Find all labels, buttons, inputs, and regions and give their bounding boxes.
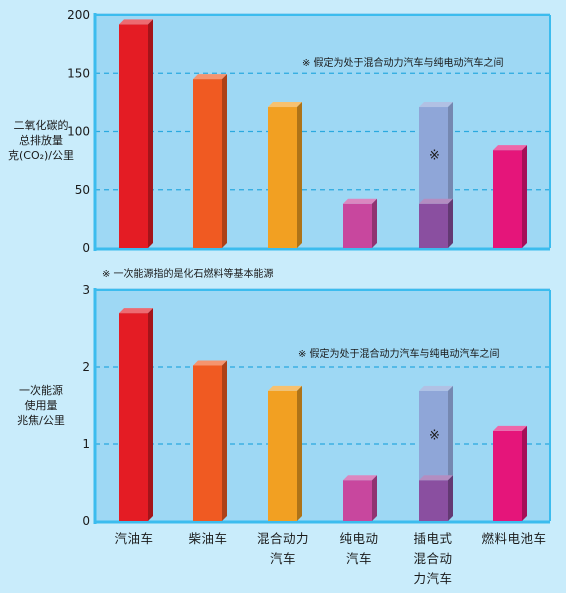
bottom-bar-side (522, 425, 527, 521)
bottom-bar-front (119, 313, 148, 521)
top-bar-electric (343, 198, 377, 248)
top-bar-diesel (193, 74, 227, 248)
bottom-bar-diesel (193, 360, 227, 521)
bottom-y-tick-label: 3 (82, 283, 90, 297)
top-range-band-top (419, 102, 453, 108)
bottom-range-band (419, 390, 448, 481)
top-range-band-side (448, 102, 453, 204)
bottom-bar-hybrid (268, 385, 302, 521)
bottom-bar-side (372, 475, 377, 521)
top-bar-front (193, 79, 222, 248)
top-y-tick-label: 200 (67, 8, 90, 22)
bottom-chart-note: ※ 假定为处于混合动力汽车与纯电动汽车之间 (298, 349, 500, 360)
top-bar-side (448, 198, 453, 248)
top-y-axis-title-line: 克(CO₂)/公里 (7, 149, 75, 162)
top-bar-top (193, 74, 227, 80)
bottom-bar-front (343, 480, 372, 521)
top-bar-front (268, 107, 297, 248)
bottom-bar-side (297, 385, 302, 521)
x-axis-label-gasoline: 汽油车 (114, 531, 154, 546)
top-bar-top (419, 198, 453, 204)
bottom-y-axis-title-line: 兆焦/公里 (17, 414, 65, 427)
top-bar-fuel-cell (493, 145, 527, 248)
bottom-bar-top (268, 385, 302, 391)
top-bar-side (522, 145, 527, 248)
x-axis-label-plugin-hybrid: 插电式 混合动 力汽车 (413, 531, 453, 586)
bottom-bar-top (343, 475, 377, 481)
top-bar-top (493, 145, 527, 151)
bottom-bar-side (222, 360, 227, 521)
top-chart-note: ※ 假定为处于混合动力汽车与纯电动汽车之间 (302, 58, 504, 69)
top-range-band (419, 107, 448, 204)
bottom-bar-fuel-cell (493, 425, 527, 521)
bottom-y-axis-title-line: 一次能源 (19, 384, 63, 397)
x-axis-label-diesel: 柴油车 (188, 531, 228, 546)
top-plot-area (95, 13, 550, 248)
top-y-tick-label: 150 (67, 66, 90, 80)
bottom-bar-top (493, 425, 527, 431)
top-bar-front (343, 203, 372, 248)
bottom-bar-plugin-hybrid: ※ (419, 385, 453, 521)
x-axis-label-fuel-cell: 燃料电池车 (481, 531, 547, 546)
top-bar-side (148, 19, 153, 248)
bottom-bar-front (419, 480, 448, 521)
bottom-bar-top (119, 308, 153, 314)
top-bar-front (119, 24, 148, 248)
bottom-bar-electric (343, 475, 377, 521)
top-bar-side (222, 74, 227, 248)
top-bar-top (119, 19, 153, 25)
bottom-range-band-top (419, 385, 453, 391)
bottom-bar-top (193, 360, 227, 366)
bottom-y-axis-title: 一次能源 使用量 兆焦/公里 (0, 383, 82, 428)
bottom-plot-area (95, 288, 550, 521)
bottom-range-marker: ※ (429, 429, 440, 444)
bottom-bar-front (193, 365, 222, 521)
bottom-bar-side (448, 475, 453, 521)
top-y-tick-label: 100 (67, 125, 90, 139)
top-bar-hybrid (268, 102, 302, 248)
bottom-bar-front (268, 390, 297, 521)
bottom-bar-side (148, 308, 153, 521)
bottom-y-axis-title-line: 使用量 (24, 399, 58, 412)
bottom-bar-gasoline (119, 308, 153, 521)
x-axis-label-electric: 纯电动 汽车 (339, 531, 379, 566)
top-y-axis-title: 二氧化碳的 总排放量 克(CO₂)/公里 (0, 118, 82, 163)
top-y-tick-label: 50 (75, 183, 90, 197)
top-bar-top (268, 102, 302, 108)
x-axis-label-hybrid: 混合动力 汽车 (256, 531, 309, 566)
top-bar-plugin-hybrid: ※ (419, 102, 453, 248)
top-bar-gasoline (119, 19, 153, 248)
bottom-bar-front (493, 430, 522, 521)
top-y-tick-label: 0 (82, 241, 90, 255)
top-bar-side (297, 102, 302, 248)
top-range-marker: ※ (429, 148, 440, 163)
bottom-bar-top (419, 475, 453, 481)
top-bar-front (493, 150, 522, 248)
top-bar-front (419, 203, 448, 248)
top-bar-side (372, 198, 377, 248)
bottom-y-tick-label: 1 (82, 437, 90, 451)
top-bar-top (343, 198, 377, 204)
bottom-y-tick-label: 2 (82, 360, 90, 374)
top-y-axis-title-line: 二氧化碳的 (13, 119, 69, 132)
bottom-y-tick-label: 0 (82, 514, 90, 528)
bottom-range-band-side (448, 385, 453, 481)
top-y-axis-title-line: 总排放量 (19, 134, 63, 147)
primary-energy-footnote: ※ 一次能源指的是化石燃料等基本能源 (102, 269, 274, 280)
